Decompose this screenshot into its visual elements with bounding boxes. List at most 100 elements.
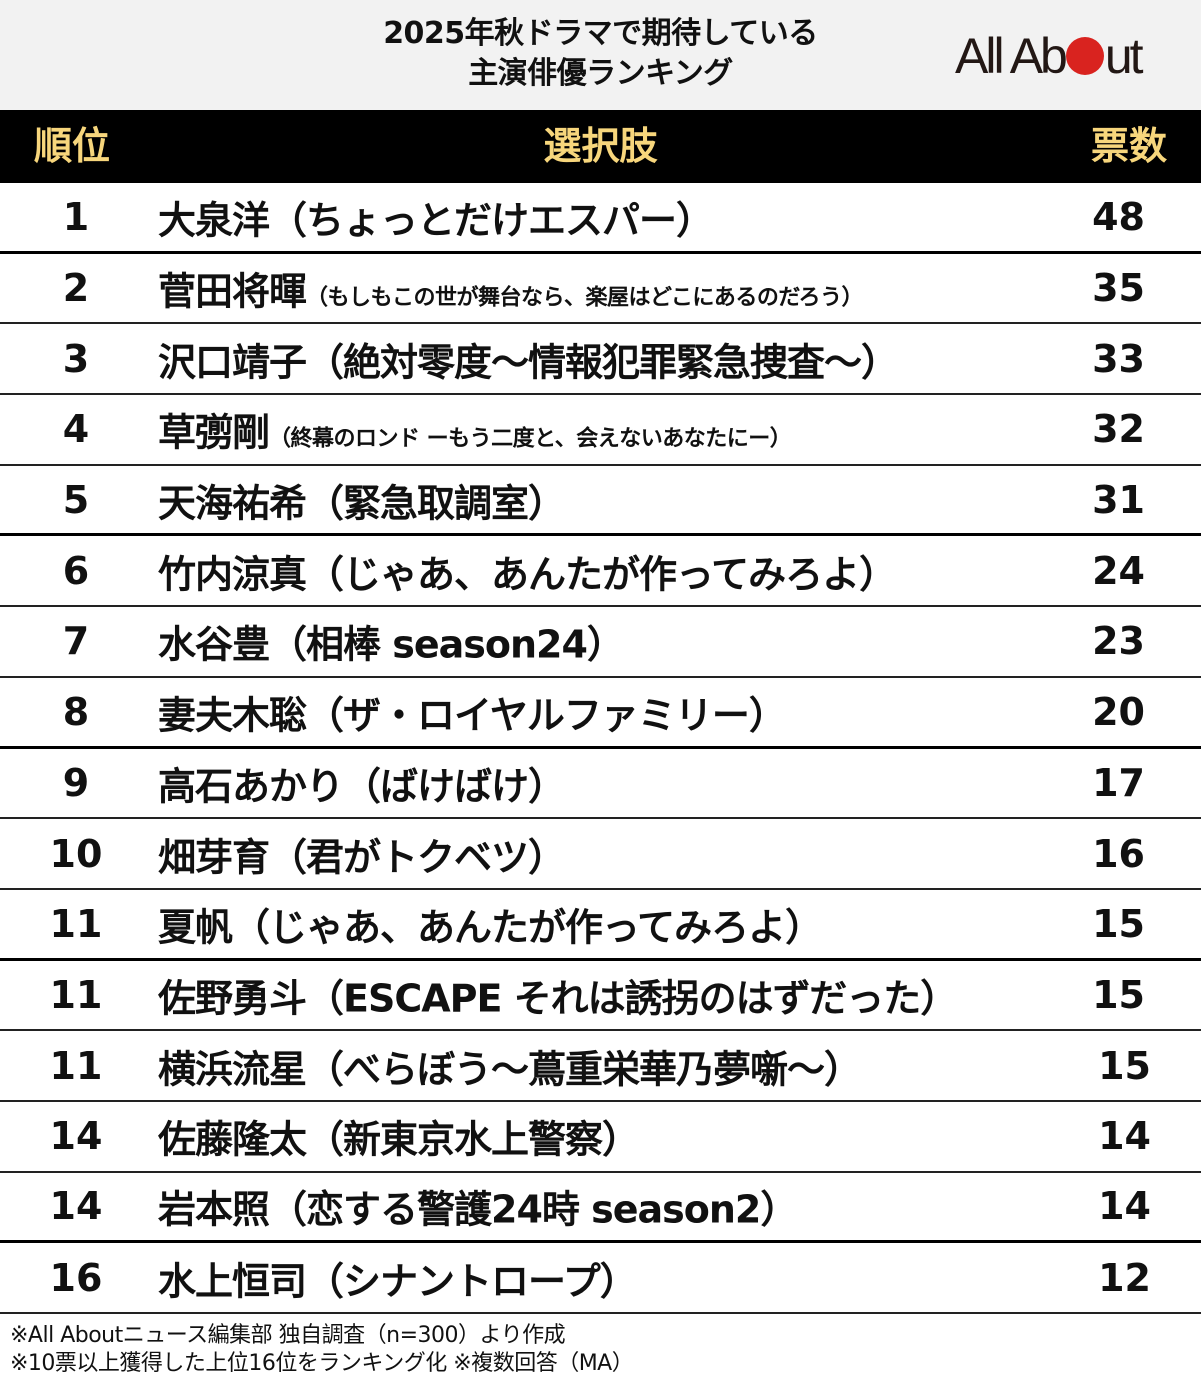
- votes-cell: 48: [1092, 194, 1145, 239]
- drama-title: （ESCAPE それは誘拐のはずだった）: [306, 976, 958, 1021]
- choice-cell: 佐野勇斗（ESCAPE それは誘拐のはずだった）: [158, 967, 958, 1022]
- drama-title: （もしもこの世が舞台なら、楽屋はどこにあるのだろう）: [306, 285, 864, 311]
- rank-cell: 8: [62, 689, 90, 734]
- logo-red-dot-icon: [1065, 37, 1104, 75]
- drama-title: （じゃあ、あんたが作ってみろよ）: [306, 552, 897, 597]
- choice-cell: 夏帆（じゃあ、あんたが作ってみろよ）: [158, 896, 823, 951]
- choice-cell: 沢口靖子（絶対零度～情報犯罪緊急捜査～）: [158, 331, 899, 386]
- rank-cell: 7: [62, 619, 90, 664]
- table-row: 14 佐藤隆太（新東京水上警察） 14: [0, 1102, 1201, 1173]
- table-row: 16 水上恒司（シナントロープ） 12: [0, 1243, 1201, 1314]
- ranking-table-body: 1 大泉洋（ちょっとだけエスパー） 48 2 菅田将暉（もしもこの世が舞台なら、楽屋はど…: [0, 183, 1201, 1314]
- votes-cell: 15: [1098, 1043, 1151, 1088]
- footnote-source: ※All Aboutニュース編集部 独自調査（n=300）より作成: [10, 1323, 566, 1348]
- rank-cell: 9: [62, 760, 90, 805]
- drama-title: （恋する警護24時 season2）: [269, 1187, 798, 1232]
- rank-cell: 5: [62, 477, 90, 522]
- votes-cell: 24: [1092, 548, 1145, 593]
- actor-name: 竹内涼真: [158, 552, 307, 597]
- choice-cell: 妻夫木聡（ザ・ロイヤルファミリー）: [158, 684, 787, 739]
- drama-title: （相棒 season24）: [269, 622, 625, 667]
- drama-title: （絶対零度～情報犯罪緊急捜査～）: [306, 340, 899, 385]
- table-row: 7 水谷豊（相棒 season24） 23: [0, 607, 1201, 678]
- table-row: 2 菅田将暉（もしもこの世が舞台なら、楽屋はどこにあるのだろう） 35: [0, 254, 1201, 325]
- footnote-method: ※10票以上獲得した上位16位をランキング化 ※複数回答（MA）: [10, 1351, 634, 1376]
- votes-cell: 15: [1092, 972, 1145, 1017]
- table-row: 11 佐野勇斗（ESCAPE それは誘拐のはずだった） 15: [0, 961, 1201, 1032]
- table-row: 8 妻夫木聡（ザ・ロイヤルファミリー） 20: [0, 678, 1201, 749]
- actor-name: 菅田将暉: [158, 269, 307, 314]
- choice-cell: 竹内涼真（じゃあ、あんたが作ってみろよ）: [158, 543, 897, 598]
- rank-cell: 11: [49, 901, 103, 946]
- actor-name: 佐藤隆太: [158, 1117, 307, 1162]
- chart-title: 2025年秋ドラマで期待している 主演俳優ランキング: [0, 14, 1201, 94]
- table-row: 10 畑芽育（君がトクベツ） 16: [0, 819, 1201, 890]
- votes-cell: 17: [1092, 760, 1145, 805]
- votes-cell: 14: [1098, 1184, 1151, 1229]
- drama-title: （ザ・ロイヤルファミリー）: [306, 693, 787, 738]
- choice-cell: 横浜流星（べらぼう～蔦重栄華乃夢噺～）: [158, 1038, 862, 1093]
- rank-cell: 10: [49, 831, 103, 876]
- rank-cell: 11: [49, 972, 103, 1017]
- actor-name: 佐野勇斗: [158, 976, 307, 1021]
- table-row: 5 天海祐希（緊急取調室） 31: [0, 466, 1201, 537]
- actor-name: 夏帆: [158, 905, 233, 950]
- drama-title: （君がトクベツ）: [269, 835, 566, 880]
- actor-name: 大泉洋: [158, 198, 270, 243]
- actor-name: 草彅剛: [158, 410, 270, 455]
- drama-title: （新東京水上警察）: [306, 1117, 640, 1162]
- votes-cell: 12: [1098, 1255, 1151, 1300]
- rank-cell: 2: [62, 266, 90, 311]
- votes-cell: 15: [1092, 901, 1145, 946]
- actor-name: 天海祐希: [158, 481, 307, 526]
- title-line-2: 主演俳優ランキング: [468, 56, 733, 91]
- logo-prefix: All Ab: [955, 28, 1068, 84]
- column-header-choice: 選択肢: [543, 124, 658, 168]
- votes-cell: 14: [1098, 1114, 1151, 1159]
- table-header: 順位 選択肢 票数: [0, 110, 1201, 183]
- actor-name: 畑芽育: [158, 835, 270, 880]
- choice-cell: 草彅剛（終幕のロンド ーもう二度と、会えないあなたにー）: [158, 402, 792, 457]
- table-row: 3 沢口靖子（絶対零度～情報犯罪緊急捜査～） 33: [0, 324, 1201, 396]
- rank-cell: 1: [62, 194, 90, 239]
- votes-cell: 33: [1092, 336, 1145, 381]
- logo-suffix: ut: [1104, 28, 1144, 84]
- column-header-votes: 票数: [1090, 124, 1167, 168]
- actor-name: 水上恒司: [158, 1259, 307, 1304]
- actor-name: 横浜流星: [158, 1047, 307, 1092]
- drama-title: （終幕のロンド ーもう二度と、会えないあなたにー）: [269, 426, 792, 452]
- actor-name: 妻夫木聡: [158, 693, 307, 738]
- actor-name: 岩本照: [158, 1187, 270, 1232]
- drama-title: （ちょっとだけエスパー）: [269, 198, 714, 243]
- table-row: 11 夏帆（じゃあ、あんたが作ってみろよ） 15: [0, 890, 1201, 961]
- choice-cell: 高石あかり（ばけばけ）: [158, 755, 566, 810]
- votes-cell: 16: [1092, 831, 1145, 876]
- choice-cell: 畑芽育（君がトクベツ）: [158, 826, 566, 881]
- drama-title: （べらぼう～蔦重栄華乃夢噺～）: [306, 1047, 862, 1092]
- votes-cell: 32: [1092, 407, 1145, 452]
- choice-cell: 菅田将暉（もしもこの世が舞台なら、楽屋はどこにあるのだろう）: [158, 261, 864, 316]
- choice-cell: 水上恒司（シナントロープ）: [158, 1250, 638, 1305]
- choice-cell: 大泉洋（ちょっとだけエスパー）: [158, 189, 714, 244]
- choice-cell: 岩本照（恋する警護24時 season2）: [158, 1179, 798, 1234]
- votes-cell: 23: [1092, 619, 1145, 664]
- drama-title: （ばけばけ）: [343, 764, 566, 809]
- rank-cell: 4: [62, 407, 90, 452]
- drama-title: （シナントロープ）: [306, 1259, 638, 1304]
- table-row: 11 横浜流星（べらぼう～蔦重栄華乃夢噺～） 15: [0, 1031, 1201, 1102]
- table-row: 1 大泉洋（ちょっとだけエスパー） 48: [0, 183, 1201, 254]
- choice-cell: 佐藤隆太（新東京水上警察）: [158, 1109, 640, 1164]
- rank-cell: 3: [62, 336, 90, 381]
- title-line-1: 2025年秋ドラマで期待している: [383, 16, 818, 51]
- actor-name: 高石あかり: [158, 764, 344, 809]
- choice-cell: 水谷豊（相棒 season24）: [158, 614, 625, 669]
- votes-cell: 20: [1092, 689, 1145, 734]
- rank-cell: 14: [49, 1114, 103, 1159]
- table-row: 4 草彅剛（終幕のロンド ーもう二度と、会えないあなたにー） 32: [0, 395, 1201, 466]
- votes-cell: 31: [1092, 477, 1145, 522]
- votes-cell: 35: [1092, 266, 1145, 311]
- column-header-rank: 順位: [34, 124, 111, 168]
- title-band: 2025年秋ドラマで期待している 主演俳優ランキング All Ab ut: [0, 0, 1201, 110]
- table-row: 14 岩本照（恋する警護24時 season2） 14: [0, 1173, 1201, 1244]
- rank-cell: 16: [49, 1255, 103, 1300]
